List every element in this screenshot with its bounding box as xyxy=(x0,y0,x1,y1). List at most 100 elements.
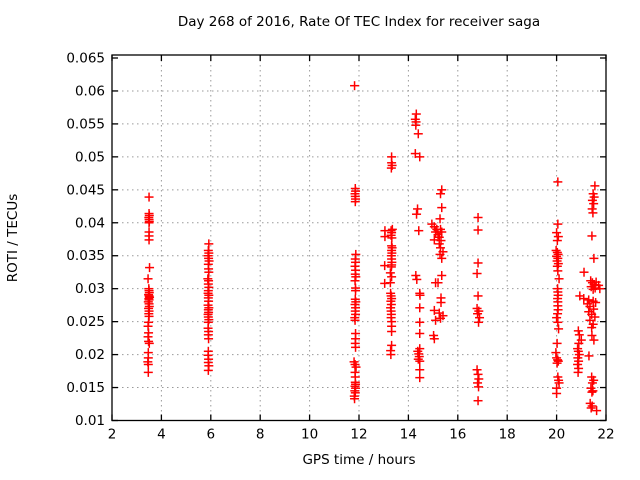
data-point-marker xyxy=(387,233,397,243)
data-point-marker xyxy=(589,335,599,345)
x-tick-label: 16 xyxy=(449,427,466,443)
data-point-marker xyxy=(553,309,563,319)
y-tick-label: 0.045 xyxy=(66,182,105,198)
x-tick-label: 6 xyxy=(207,427,216,443)
data-point-marker xyxy=(554,324,564,334)
data-point-marker xyxy=(553,219,563,229)
data-point-marker xyxy=(431,315,441,325)
data-point-marker xyxy=(350,315,360,325)
data-point-marker xyxy=(588,386,598,396)
x-tick-label: 4 xyxy=(157,427,166,443)
y-tick-label: 0.035 xyxy=(66,248,105,264)
data-point-marker xyxy=(415,303,425,313)
data-point-marker xyxy=(411,120,421,130)
data-point-marker xyxy=(591,298,601,308)
data-point-marker xyxy=(387,272,397,282)
data-point-marker xyxy=(415,373,425,383)
y-tick-label: 0.025 xyxy=(66,314,105,330)
data-point-marker xyxy=(415,317,425,327)
data-point-marker xyxy=(387,340,397,350)
data-point-marker xyxy=(473,291,483,301)
data-point-marker xyxy=(385,268,395,278)
data-point-marker xyxy=(579,294,589,304)
data-point-marker xyxy=(415,356,425,366)
data-point-marker xyxy=(574,338,584,348)
data-point-marker xyxy=(433,278,443,288)
data-point-marker xyxy=(350,81,360,91)
data-point-marker xyxy=(415,329,425,338)
data-point-marker xyxy=(573,359,583,369)
data-point-marker xyxy=(587,387,597,397)
data-point-marker xyxy=(552,358,562,368)
data-point-marker xyxy=(552,388,562,398)
y-tick-label: 0.04 xyxy=(75,215,105,231)
data-point-marker xyxy=(436,298,446,308)
data-point-marker xyxy=(554,378,564,388)
data-point-marker xyxy=(590,312,600,322)
data-point-marker xyxy=(475,313,485,323)
data-point-marker xyxy=(436,313,446,323)
y-tick-label: 0.01 xyxy=(75,413,105,429)
data-point-marker xyxy=(586,403,596,413)
data-point-marker xyxy=(474,382,484,392)
x-tick-label: 18 xyxy=(499,427,516,443)
data-point-marker xyxy=(350,197,360,207)
data-point-marker xyxy=(144,235,154,245)
data-point-marker xyxy=(472,269,482,279)
data-point-marker xyxy=(435,249,445,259)
data-point-marker xyxy=(411,109,421,119)
y-tick-label: 0.015 xyxy=(66,380,105,396)
data-point-marker xyxy=(434,239,444,249)
data-point-marker xyxy=(386,350,396,360)
data-point-marker xyxy=(552,338,562,348)
data-point-marker xyxy=(574,330,584,340)
y-tick-label: 0.05 xyxy=(75,149,105,165)
data-point-marker xyxy=(587,330,597,340)
y-tick-label: 0.02 xyxy=(75,347,105,363)
data-point-marker xyxy=(552,313,562,323)
data-point-marker xyxy=(573,367,583,377)
data-point-marker xyxy=(435,214,445,224)
data-point-marker xyxy=(436,189,446,199)
data-point-marker xyxy=(350,394,360,404)
data-point-marker xyxy=(553,232,563,242)
data-point-marker xyxy=(587,378,597,388)
data-point-marker xyxy=(413,204,423,214)
data-point-marker xyxy=(588,208,598,218)
x-tick-label: 22 xyxy=(597,427,614,443)
data-point-marker xyxy=(415,152,425,162)
x-tick-label: 2 xyxy=(108,427,117,443)
data-point-marker xyxy=(553,266,563,276)
data-point-marker xyxy=(143,359,153,369)
data-point-marker xyxy=(429,305,439,315)
y-tick-label: 0.065 xyxy=(66,51,105,67)
data-point-marker xyxy=(590,181,600,191)
data-point-marker xyxy=(144,192,154,202)
data-point-marker xyxy=(589,304,599,314)
data-point-marker xyxy=(145,263,155,273)
data-point-marker xyxy=(204,334,214,344)
data-point-marker xyxy=(552,228,562,238)
x-tick-label: 8 xyxy=(256,427,265,443)
data-point-marker xyxy=(385,278,395,288)
data-point-marker xyxy=(415,290,425,300)
data-point-marker xyxy=(437,185,447,195)
data-point-marker xyxy=(437,227,447,237)
data-point-marker xyxy=(413,354,423,364)
data-point-marker xyxy=(552,236,562,246)
data-point-marker xyxy=(386,262,396,272)
x-axis-label: GPS time / hours xyxy=(302,452,416,468)
data-point-marker xyxy=(412,274,422,284)
data-point-marker xyxy=(437,203,447,213)
data-point-marker xyxy=(595,284,605,294)
data-point-marker xyxy=(473,225,483,235)
x-tick-label: 12 xyxy=(350,427,367,443)
data-point-marker xyxy=(387,327,397,337)
x-tick-label: 20 xyxy=(548,427,565,443)
data-point-marker xyxy=(386,163,396,173)
data-point-marker xyxy=(144,338,154,348)
data-point-marker xyxy=(579,267,589,277)
data-point-marker xyxy=(415,365,425,375)
